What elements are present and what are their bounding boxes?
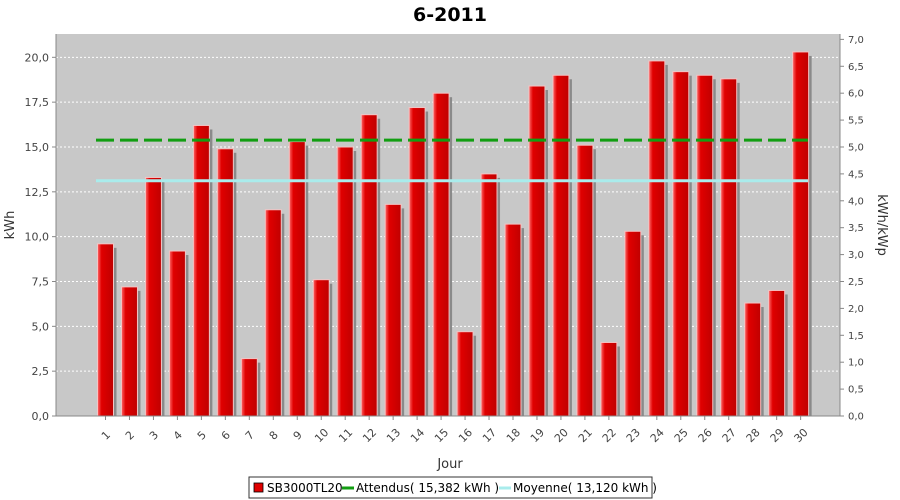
y2-tick-label: 4,5 [848, 169, 864, 180]
bar [792, 51, 810, 417]
y2-tick-label: 2,0 [848, 304, 864, 315]
left-axis: 0,0 2,5 5,0 7,5 10,0 12,5 15,0 17,5 20,0 [25, 34, 57, 423]
y2-tick-label: 1,5 [848, 331, 864, 342]
x-tick-label: 12 [360, 426, 379, 445]
reference-lines [96, 138, 808, 183]
bar-series [97, 51, 812, 417]
x-tick-label: 4 [171, 428, 185, 442]
bar [240, 358, 258, 417]
x-tick-label: 18 [504, 426, 523, 445]
bar [144, 176, 162, 417]
y2-tick-label: 3,5 [848, 223, 864, 234]
bar [552, 74, 570, 417]
y2-tick-label: 1,0 [848, 358, 864, 369]
y2-tick-label: 0,0 [848, 412, 864, 423]
legend: SB3000TL20 Attendus( 15,382 kWh ) Moyenne(… [248, 476, 657, 499]
bar [360, 114, 378, 417]
x-tick-label: 23 [624, 426, 643, 445]
x-tick-label: 7 [243, 428, 257, 442]
x-tick-label: 21 [576, 426, 595, 445]
legend-box [248, 476, 653, 499]
y-axis-label: kWh [3, 211, 18, 240]
x-tick-label: 20 [552, 426, 571, 445]
y2-tick-label: 5,5 [848, 116, 864, 127]
x-tick-label: 6 [219, 428, 233, 442]
legend-label: SB3000TL20 [267, 481, 343, 495]
bar [408, 107, 426, 417]
bar [744, 302, 762, 417]
y2-tick-label: 6,0 [848, 89, 864, 100]
y2-tick-label: 2,5 [848, 277, 864, 288]
bar [624, 230, 642, 417]
x-tick-label: 29 [768, 426, 787, 445]
bar [264, 209, 282, 417]
legend-swatch-bar [253, 482, 264, 493]
y-tick-label: 15,0 [25, 141, 50, 154]
x-tick-label: 15 [432, 426, 451, 445]
y-tick-label: 17,5 [25, 96, 50, 109]
x-tick-label: 26 [696, 426, 715, 445]
x-axis-label: Jour [436, 457, 463, 472]
bar [720, 78, 738, 417]
y-tick-label: 10,0 [25, 231, 50, 244]
y2-tick-label: 6,5 [848, 62, 864, 73]
x-tick-label: 1 [99, 428, 113, 442]
bar [480, 173, 498, 417]
bar [97, 243, 114, 417]
x-tick-label: 2 [123, 428, 137, 442]
bar [576, 144, 594, 417]
bar [336, 146, 354, 417]
y-tick-label: 7,5 [32, 275, 50, 288]
y2-tick-label: 4,0 [848, 196, 864, 207]
y-tick-label: 2,5 [32, 365, 50, 378]
y-tick-label: 12,5 [25, 186, 50, 199]
y-tick-label: 20,0 [25, 51, 50, 64]
bar [600, 341, 618, 417]
bar [768, 289, 786, 417]
bar [216, 148, 234, 417]
y2-tick-label: 7,0 [848, 35, 864, 46]
y-tick-label: 0,0 [32, 410, 50, 423]
x-tick-label: 28 [744, 426, 763, 445]
x-tick-label: 17 [480, 426, 499, 445]
x-tick-label: 8 [267, 428, 281, 442]
x-tick-label: 11 [336, 426, 355, 445]
bar [168, 250, 186, 417]
x-tick-label: 16 [456, 426, 475, 445]
bar [504, 223, 522, 417]
bar [528, 85, 546, 417]
bar [384, 203, 402, 417]
bar [672, 71, 690, 417]
bar [696, 74, 714, 417]
y2-tick-label: 3,0 [848, 250, 864, 261]
x-tick-label: 5 [195, 428, 209, 442]
y2-tick-label: 5,0 [848, 142, 864, 153]
x-tick-label: 3 [147, 428, 161, 442]
x-tick-label: 30 [792, 426, 811, 445]
x-tick-label: 25 [672, 426, 691, 445]
x-tick-label: 9 [291, 428, 305, 442]
y-tick-label: 5,0 [32, 320, 50, 333]
x-tick-label: 22 [600, 426, 619, 445]
bar [312, 279, 330, 417]
bar [648, 60, 666, 417]
x-tick-label: 24 [648, 426, 667, 445]
bar [192, 124, 210, 417]
y2-axis-label: kWh/kWp [874, 194, 889, 256]
x-tick-label: 19 [528, 426, 547, 445]
bar [120, 286, 138, 417]
x-tick-label: 10 [312, 426, 331, 445]
x-axis: 1 2 3 4 5 6 7 8 9 10 11 12 13 14 15 16 17 18 19 20 21 22 23 24 2… [56, 415, 840, 445]
x-tick-label: 14 [408, 426, 427, 445]
chart-title: 6-2011 [413, 4, 487, 26]
right-axis: 0,0 0,5 1,0 1,5 2,0 2,5 3,0 3,5 4,0 4,5 5,0 5,5 6,0 6… [839, 34, 864, 423]
legend-label: Moyenne( 13,120 kWh ) [513, 481, 657, 495]
x-tick-label: 13 [384, 426, 403, 445]
bar [456, 331, 474, 417]
legend-label: Attendus( 15,382 kWh ) [356, 481, 499, 495]
bar [288, 141, 306, 417]
y2-tick-label: 0,5 [848, 385, 864, 396]
x-tick-label: 27 [720, 426, 739, 445]
